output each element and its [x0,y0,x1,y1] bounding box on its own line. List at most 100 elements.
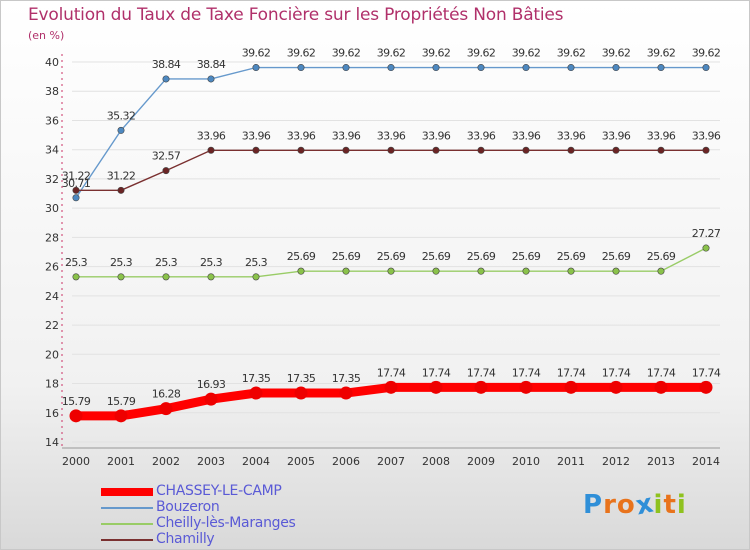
data-point [702,244,710,252]
y-tick-label: 18 [45,378,59,391]
data-point [207,273,215,281]
data-point [567,64,575,72]
data-point [702,146,710,154]
y-tick-label: 26 [45,261,59,274]
x-tick-label: 2000 [62,455,90,468]
x-tick-label: 2004 [242,455,270,468]
y-tick-label: 32 [45,173,59,186]
data-point [249,386,263,400]
logo-letter: i [653,490,664,520]
data-label: 39.62 [287,47,316,60]
data-label: 17.74 [557,366,586,379]
y-tick-label: 20 [45,348,59,361]
x-tick-label: 2002 [152,455,180,468]
data-label: 39.62 [512,47,541,60]
data-point [432,267,440,275]
data-point [252,146,260,154]
data-point [162,167,170,175]
data-label: 17.74 [467,366,496,379]
data-label: 39.62 [242,47,271,60]
data-label: 33.96 [692,129,721,142]
data-label: 15.79 [62,395,91,408]
data-label: 33.96 [467,129,496,142]
data-point [117,273,125,281]
data-label: 25.3 [110,256,133,269]
y-tick-label: 16 [45,407,59,420]
legend-swatch [101,523,153,525]
data-label: 25.69 [377,250,406,263]
data-label: 17.74 [602,366,631,379]
data-label: 31.22 [62,169,91,182]
data-label: 25.3 [155,256,178,269]
data-label: 33.96 [332,129,361,142]
data-label: 33.96 [422,129,451,142]
data-label: 15.79 [107,395,136,408]
legend-swatch [101,539,153,541]
x-tick-label: 2014 [692,455,720,468]
data-point [342,146,350,154]
y-tick-label: 14 [45,436,59,449]
data-point [612,146,620,154]
y-unit-label: (en %) [28,29,65,42]
data-label: 17.74 [512,366,541,379]
data-point [162,273,170,281]
data-point [522,267,530,275]
data-label: 33.96 [557,129,586,142]
data-label: 39.62 [647,47,676,60]
data-point [384,380,398,394]
data-label: 17.35 [332,372,361,385]
data-label: 30.71 [62,177,91,190]
data-point [699,380,713,394]
data-point [159,402,173,416]
data-point [72,194,80,202]
data-label: 25.69 [602,250,631,263]
data-label: 17.74 [377,366,406,379]
data-point [297,146,305,154]
data-point [294,386,308,400]
x-tick-label: 2003 [197,455,225,468]
data-label: 25.69 [467,250,496,263]
y-tick-label: 38 [45,85,59,98]
legend-swatch [101,488,153,496]
data-point [432,146,440,154]
x-tick-label: 2009 [467,455,495,468]
legend-label: Chamilly [156,531,215,547]
x-tick-label: 2012 [602,455,630,468]
logo-letter: P [583,490,604,520]
y-tick-label: 22 [45,319,59,332]
x-tick-label: 2007 [377,455,405,468]
data-label: 17.35 [242,372,271,385]
data-label: 39.62 [692,47,721,60]
data-point [477,64,485,72]
data-point [567,146,575,154]
data-point [612,64,620,72]
chart-title: Evolution du Taux de Taxe Foncière sur l… [28,5,564,25]
data-label: 33.96 [602,129,631,142]
proxiti-logo: Proxiti [583,488,687,521]
data-label: 33.96 [242,129,271,142]
data-label: 39.62 [467,47,496,60]
data-label: 25.3 [200,256,223,269]
data-label: 33.96 [197,129,226,142]
data-label: 31.22 [107,169,136,182]
data-label: 39.62 [377,47,406,60]
x-tick-label: 2008 [422,455,450,468]
data-label: 39.62 [422,47,451,60]
data-point [387,267,395,275]
x-tick-label: 2013 [647,455,675,468]
logo-letter: r [603,490,617,520]
data-point [519,380,533,394]
legend-label: CHASSEY-LE-CAMP [156,483,282,499]
data-point [252,273,260,281]
data-label: 27.27 [692,227,721,240]
data-label: 39.62 [602,47,631,60]
data-point [72,186,80,194]
data-point [477,146,485,154]
data-label: 25.3 [65,256,88,269]
x-tick-label: 2001 [107,455,135,468]
data-label: 39.62 [557,47,586,60]
data-point [432,64,440,72]
logo-letter: i [676,490,687,520]
